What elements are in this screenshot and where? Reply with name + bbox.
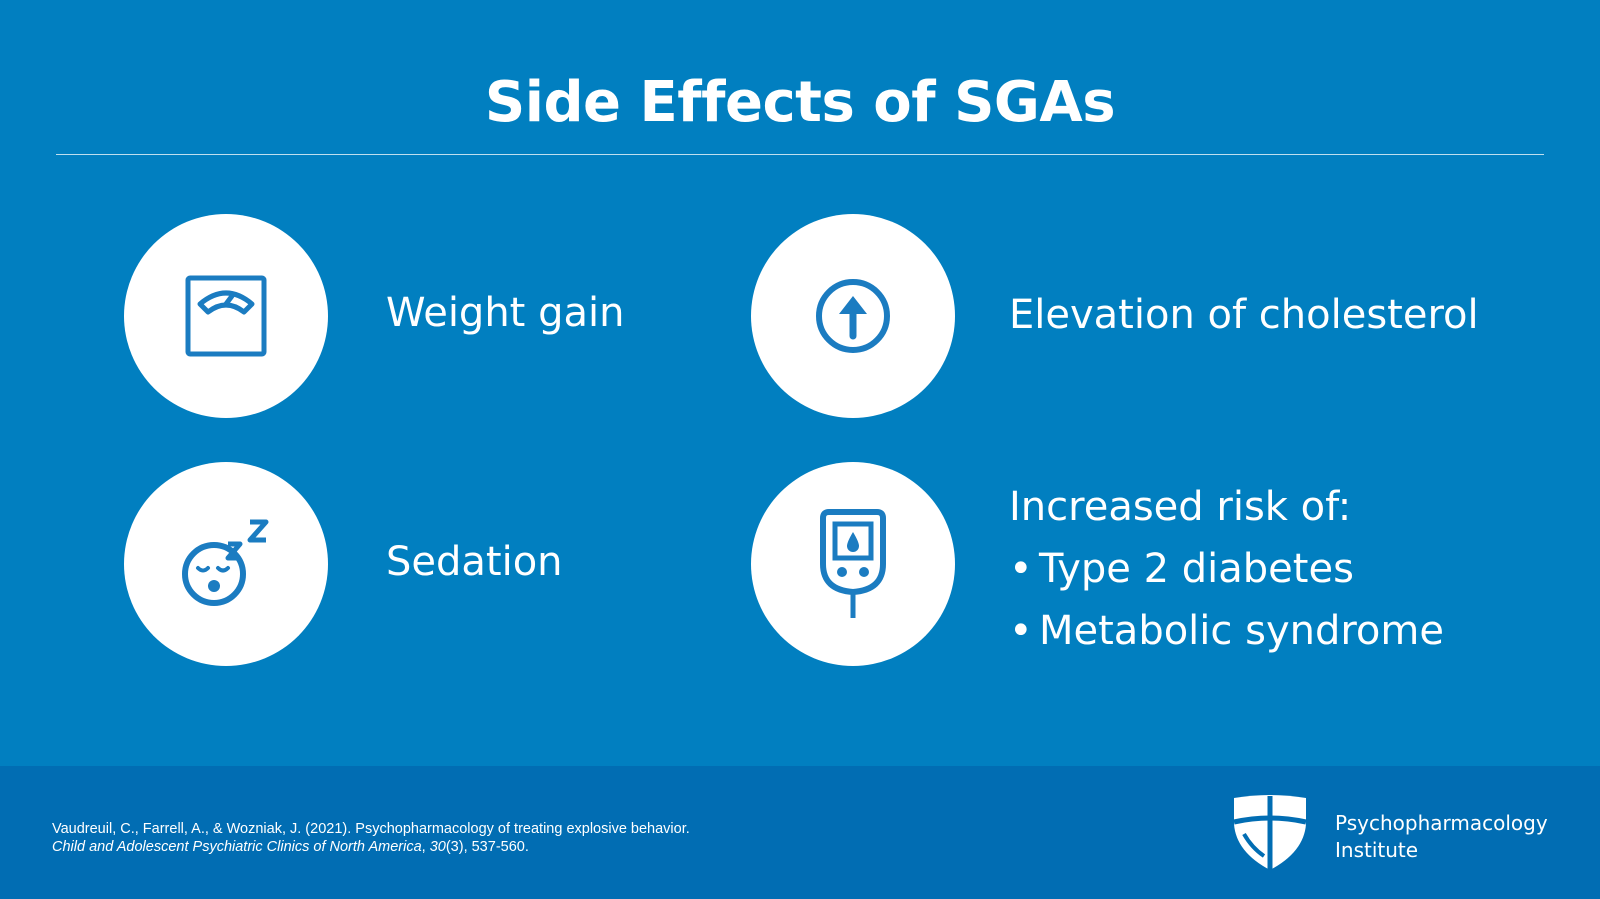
citation-journal: Child and Adolescent Psychiatric Clinics… <box>52 839 422 855</box>
citation: Vaudreuil, C., Farrell, A., & Wozniak, J… <box>52 820 690 856</box>
citation-line-1: Vaudreuil, C., Farrell, A., & Wozniak, J… <box>52 821 690 837</box>
logo-line-1: Psychopharmacology <box>1335 811 1548 835</box>
citation-line-2: Child and Adolescent Psychiatric Clinics… <box>52 838 690 856</box>
cholesterol-label: Elevation of cholesterol <box>1009 292 1479 338</box>
list-item: • Type 2 diabetes <box>1009 538 1444 600</box>
increased-risk-heading: Increased risk of: <box>1009 484 1352 530</box>
increased-risk-circle <box>751 462 955 666</box>
shield-logo-icon <box>1233 795 1307 870</box>
weight-gain-circle <box>124 214 328 418</box>
bullet: • <box>1009 608 1033 654</box>
title-divider <box>56 154 1544 155</box>
footer: Vaudreuil, C., Farrell, A., & Wozniak, J… <box>0 766 1600 899</box>
sedation-circle <box>124 462 328 666</box>
increased-risk-block: Increased risk of: • Type 2 diabetes • Met… <box>1009 476 1444 662</box>
citation-volume: 30 <box>429 839 446 855</box>
logo-text: Psychopharmacology Institute <box>1335 810 1548 864</box>
list-item: • Metabolic syndrome <box>1009 600 1444 662</box>
page-title: Side Effects of SGAs <box>484 70 1116 135</box>
sedation-label: Sedation <box>386 539 563 585</box>
logo-line-2: Institute <box>1335 838 1419 862</box>
risk-list: • Type 2 diabetes • Metabolic syndrome <box>1009 538 1444 662</box>
sleeping-face-icon <box>182 519 269 606</box>
bullet: • <box>1009 546 1033 592</box>
list-item-text: Type 2 diabetes <box>1039 546 1354 592</box>
cholesterol-circle <box>751 214 955 418</box>
list-item-text: Metabolic syndrome <box>1039 608 1444 654</box>
citation-pages: (3), 537-560. <box>445 839 529 855</box>
scale-icon <box>185 275 267 357</box>
arrow-up-circle-icon <box>816 279 890 353</box>
weight-gain-label: Weight gain <box>386 290 625 336</box>
glucose-meter-icon <box>820 509 886 618</box>
citation-sep: , <box>421 839 430 855</box>
